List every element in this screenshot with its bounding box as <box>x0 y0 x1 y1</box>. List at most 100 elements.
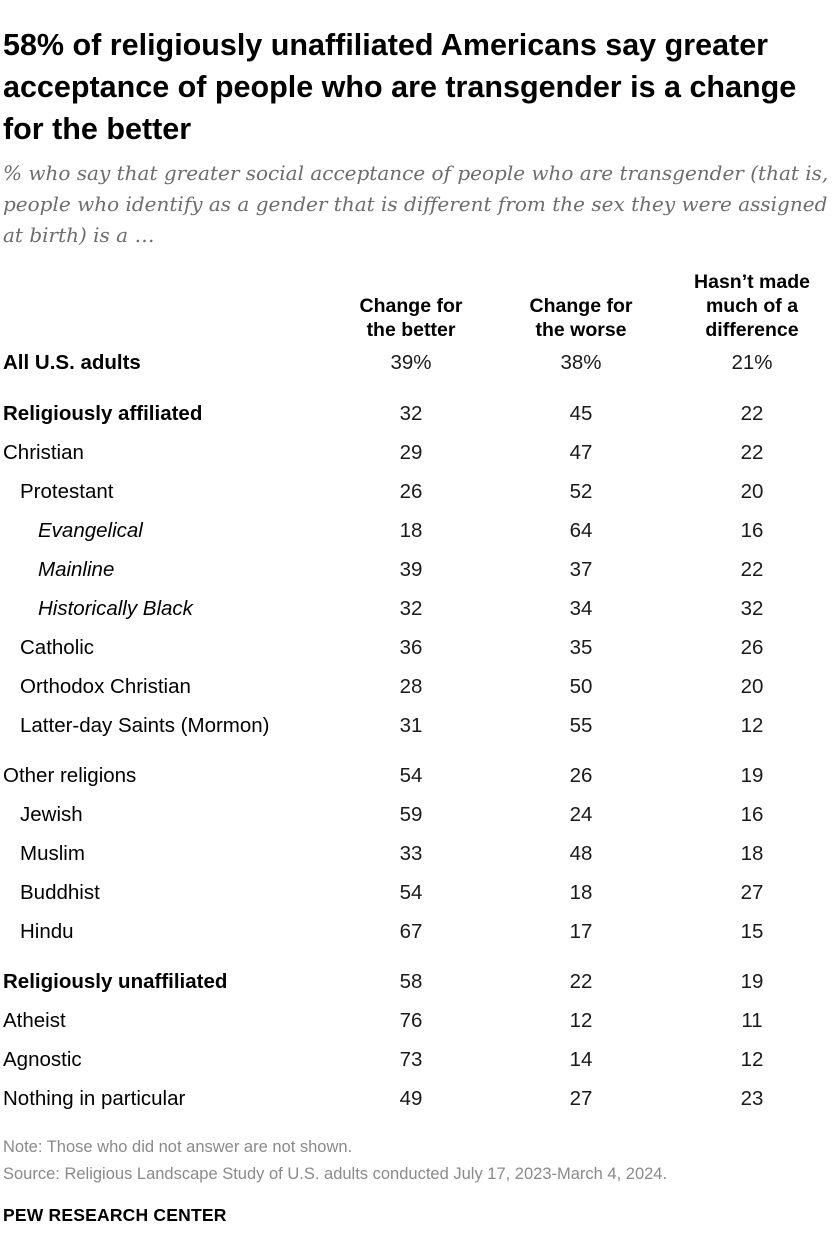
row-value-col-2: 17 <box>569 920 593 943</box>
column-header-line: the worse <box>535 319 627 341</box>
column-header-line: the better <box>366 319 456 341</box>
table-row: Hindu 67 17 15 <box>0 917 840 947</box>
row-label: Latter-day Saints (Mormon) <box>20 714 270 737</box>
row-value-col-1: 31 <box>399 714 423 737</box>
row-value-col-1: 39 <box>399 558 423 581</box>
row-value-col-2: 47 <box>569 441 593 464</box>
row-value-col-3: 22 <box>740 558 764 581</box>
row-value-col-3: 16 <box>740 519 764 542</box>
row-value-col-3: 12 <box>740 714 764 737</box>
table-row: Religiously unaffiliated 58 22 19 <box>0 967 840 997</box>
row-value-col-2: 34 <box>569 597 593 620</box>
row-value-col-3: 11 <box>741 1009 763 1032</box>
row-label: Christian <box>3 441 84 464</box>
row-value-col-3: 23 <box>740 1087 764 1110</box>
row-label: Religiously affiliated <box>3 402 203 425</box>
row-value-col-2: 12 <box>569 1009 593 1032</box>
table-row: Atheist 76 12 11 <box>0 1006 840 1036</box>
row-label: Atheist <box>3 1009 66 1032</box>
row-value-col-3: 19 <box>740 970 764 993</box>
row-value-col-1: 58 <box>399 970 423 993</box>
row-value-col-3: 22 <box>740 402 764 425</box>
row-value-col-2: 24 <box>569 803 593 826</box>
brand-logo-text: PEW RESEARCH CENTER <box>3 1205 227 1225</box>
row-value-col-1: 28 <box>399 675 423 698</box>
row-value-col-2: 50 <box>569 675 593 698</box>
row-value-col-2: 45 <box>569 402 593 425</box>
table-row: All U.S. adults 39% 38% 21% <box>0 348 840 378</box>
row-value-col-3: 12 <box>740 1048 764 1071</box>
row-label: Hindu <box>20 920 74 943</box>
row-label: Mainline <box>38 558 115 581</box>
column-header-3: Hasn’t made much of a difference <box>667 270 837 342</box>
row-value-col-2: 38% <box>560 351 602 374</box>
row-value-col-1: 76 <box>399 1009 423 1032</box>
row-value-col-2: 64 <box>569 519 593 542</box>
row-value-col-1: 32 <box>399 402 423 425</box>
row-value-col-1: 18 <box>399 519 423 542</box>
row-value-col-2: 52 <box>569 480 593 503</box>
row-value-col-3: 19 <box>740 764 764 787</box>
note-text: Note: Those who did not answer are not s… <box>3 1138 353 1156</box>
table-row: Other religions 54 26 19 <box>0 761 840 791</box>
table-row: Latter-day Saints (Mormon) 31 55 12 <box>0 711 840 741</box>
table-row: Protestant 26 52 20 <box>0 477 840 507</box>
row-value-col-2: 55 <box>569 714 593 737</box>
row-value-col-3: 21% <box>731 351 773 374</box>
row-label: Historically Black <box>38 597 193 620</box>
chart-subtitle: % who say that greater social acceptance… <box>3 161 829 247</box>
table-row: Nothing in particular 49 27 23 <box>0 1084 840 1114</box>
row-value-col-1: 32 <box>399 597 423 620</box>
row-label: Protestant <box>20 480 114 503</box>
row-value-col-1: 59 <box>399 803 423 826</box>
column-header-line: much of a <box>705 295 799 317</box>
row-value-col-2: 35 <box>569 636 593 659</box>
row-label: Religiously unaffiliated <box>3 970 228 993</box>
source-text: Source: Religious Landscape Study of U.S… <box>3 1165 668 1183</box>
row-value-col-1: 33 <box>399 842 423 865</box>
row-value-col-3: 18 <box>740 842 764 865</box>
row-value-col-3: 15 <box>740 920 764 943</box>
row-value-col-2: 18 <box>569 881 593 904</box>
row-value-col-2: 27 <box>569 1087 593 1110</box>
row-label: Muslim <box>20 842 85 865</box>
row-value-col-1: 29 <box>399 441 423 464</box>
row-label: All U.S. adults <box>3 351 141 374</box>
row-value-col-1: 67 <box>399 920 423 943</box>
row-value-col-2: 14 <box>569 1048 593 1071</box>
row-label: Agnostic <box>3 1048 82 1071</box>
row-value-col-1: 73 <box>399 1048 423 1071</box>
row-value-col-2: 37 <box>569 558 593 581</box>
column-header-1: Change for the better <box>326 294 496 342</box>
row-value-col-1: 39% <box>390 351 432 374</box>
table-row: Christian 29 47 22 <box>0 438 840 468</box>
column-header-2: Change for the worse <box>496 294 666 342</box>
table-row: Jewish 59 24 16 <box>0 800 840 830</box>
row-label: Orthodox Christian <box>20 675 191 698</box>
row-value-col-3: 26 <box>740 636 764 659</box>
row-label: Other religions <box>3 764 137 787</box>
table-row: Evangelical 18 64 16 <box>0 516 840 546</box>
column-header-line: Change for <box>359 295 463 317</box>
table-row: Buddhist 54 18 27 <box>0 878 840 908</box>
row-value-col-3: 32 <box>740 597 764 620</box>
row-label: Nothing in particular <box>3 1087 186 1110</box>
row-label: Jewish <box>20 803 83 826</box>
row-value-col-1: 49 <box>399 1087 423 1110</box>
table-row: Orthodox Christian 28 50 20 <box>0 672 840 702</box>
column-header-line: Hasn’t made <box>694 271 810 293</box>
row-value-col-3: 16 <box>740 803 764 826</box>
chart-title: 58% of religiously unaffiliated American… <box>3 28 797 146</box>
row-value-col-1: 54 <box>399 764 423 787</box>
row-value-col-1: 36 <box>399 636 423 659</box>
row-value-col-2: 48 <box>569 842 593 865</box>
row-value-col-2: 26 <box>569 764 593 787</box>
table-row: Catholic 36 35 26 <box>0 633 840 663</box>
row-value-col-3: 22 <box>740 441 764 464</box>
row-value-col-3: 27 <box>740 881 764 904</box>
row-value-col-1: 26 <box>399 480 423 503</box>
row-value-col-3: 20 <box>740 480 764 503</box>
row-label: Evangelical <box>38 519 143 542</box>
row-label: Catholic <box>20 636 95 659</box>
table-row: Agnostic 73 14 12 <box>0 1045 840 1075</box>
